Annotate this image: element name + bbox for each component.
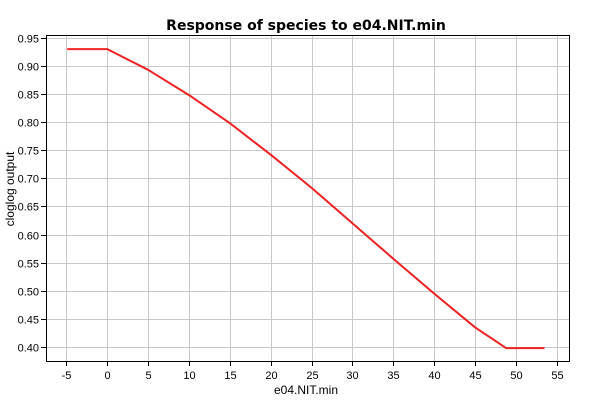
plot-frame [46, 35, 570, 362]
series-line [67, 48, 545, 350]
x-axis-label: e04.NIT.min [274, 383, 338, 397]
y-tick-label: 0.60 [18, 231, 39, 243]
y-tick-label: 0.95 [18, 34, 39, 46]
x-tick-label: 20 [265, 370, 277, 382]
y-tick-label: 0.90 [18, 62, 39, 74]
x-tick-label: 5 [145, 370, 151, 382]
x-tick-label: 40 [428, 370, 440, 382]
x-tick-label: 50 [510, 370, 522, 382]
y-tick-label: 0.75 [18, 146, 39, 158]
x-tick-label: 10 [183, 370, 195, 382]
y-tick-label: 0.50 [18, 287, 39, 299]
chart-title: Response of species to e04.NIT.min [166, 18, 446, 34]
x-tick-label: 55 [551, 370, 563, 382]
axis-ticks: -5 0 5 10 15 20 25 30 35 40 45 50 55 0.40 0.45 0.50 0.55… [18, 34, 564, 383]
x-tick-label: -5 [62, 370, 72, 382]
x-tick-label: 35 [387, 370, 399, 382]
y-tick-label: 0.85 [18, 90, 39, 102]
y-tick-label: 0.80 [18, 118, 39, 130]
y-tick-label: 0.70 [18, 174, 39, 186]
y-axis-label: cloglog output [3, 151, 17, 226]
x-tick-label: 25 [306, 370, 318, 382]
x-tick-label: 30 [346, 370, 358, 382]
x-tick-label: 15 [224, 370, 236, 382]
x-tick-label: 45 [469, 370, 481, 382]
y-tick-label: 0.40 [18, 343, 39, 355]
y-tick-label: 0.55 [18, 259, 39, 271]
series-layer [67, 48, 545, 350]
grid [46, 35, 569, 361]
y-tick-label: 0.65 [18, 202, 39, 214]
y-tick-label: 0.45 [18, 315, 39, 327]
x-tick-label: 0 [104, 370, 110, 382]
